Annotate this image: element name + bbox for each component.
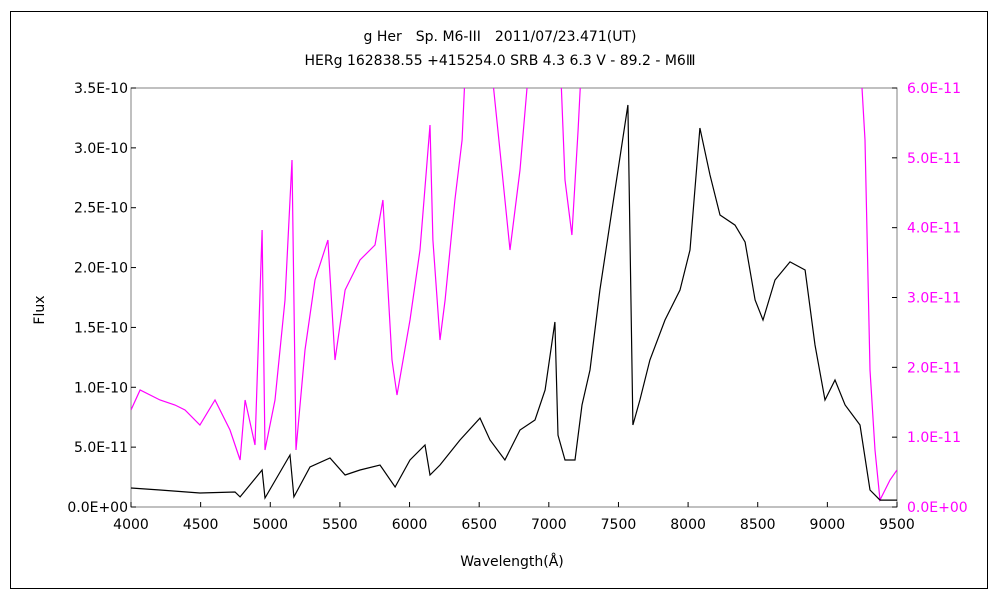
y2-tick-label: 0.0E+00 [907,500,968,516]
y-tick-label: 5.0E-11 [74,440,128,456]
x-tick-label: 4500 [183,517,219,533]
x-tick-label: 9000 [810,517,846,533]
x-tick-label: 5500 [322,517,358,533]
y2-tick-label: 1.0E-11 [907,430,961,446]
x-tick-label: 7000 [531,517,567,533]
x-tick-label: 4000 [113,517,149,533]
chart-frame [10,11,988,589]
y-tick-label: 2.5E-10 [74,201,128,217]
y2-tick-label: 3.0E-11 [907,291,961,307]
y2-tick-label: 2.0E-11 [907,360,961,376]
chart-subtitle: HERg 162838.55 +415254.0 SRB 4.3 6.3 V -… [304,53,696,69]
x-axis-label: Wavelength(Å) [460,553,564,570]
x-tick-label: 5000 [252,517,288,533]
y-tick-label: 2.0E-10 [74,261,128,277]
x-tick-label: 7500 [601,517,637,533]
x-tick-label: 8000 [670,517,706,533]
y2-tick-label: 4.0E-11 [907,221,961,237]
x-tick-label: 6500 [461,517,497,533]
chart-title: g Her Sp. M6-III 2011/07/23.471(UT) [363,29,637,45]
y2-tick-label: 5.0E-11 [907,151,961,167]
x-tick-label: 9500 [879,517,915,533]
y-tick-label: 1.0E-10 [74,380,128,396]
y-axis-label: Flux [32,295,48,324]
y-tick-label: 0.0E+00 [67,500,128,516]
x-tick-label: 8500 [740,517,776,533]
y2-tick-label: 6.0E-11 [907,81,961,97]
y-tick-label: 3.0E-10 [74,141,128,157]
y-tick-label: 3.5E-10 [74,81,128,97]
series-line-magnified [131,88,897,503]
plot-area [130,87,898,508]
x-tick-label: 6000 [392,517,428,533]
series-line-flux [131,104,897,501]
y-tick-label: 1.5E-10 [74,320,128,336]
